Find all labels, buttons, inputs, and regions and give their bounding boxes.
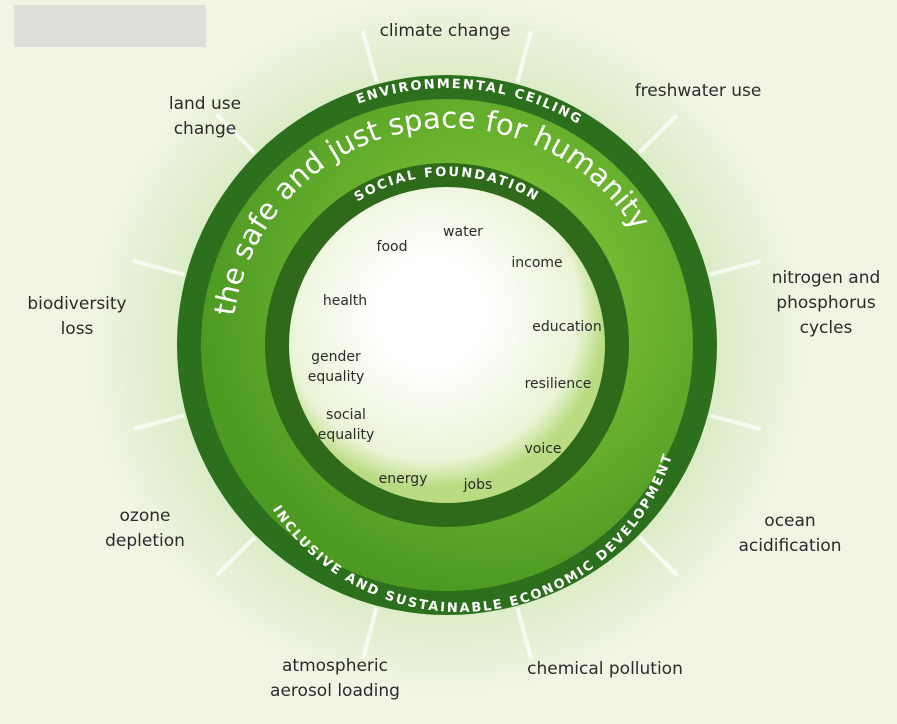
- boundary-label: chemical pollution: [527, 659, 683, 679]
- boundary-label-line: freshwater use: [635, 81, 762, 101]
- boundary-label-line: atmospheric: [282, 656, 388, 676]
- boundary-label: climate change: [380, 21, 511, 41]
- boundary-label-line: chemical pollution: [527, 659, 683, 679]
- foundation-item: education: [532, 319, 601, 335]
- placeholder-box: [14, 5, 206, 47]
- boundary-label-line: land use: [169, 94, 241, 114]
- foundation-item-line: water: [443, 224, 483, 240]
- foundation-item-line: health: [323, 293, 367, 309]
- boundary-label-line: climate change: [380, 21, 511, 41]
- foundation-item-line: equality: [308, 369, 365, 385]
- foundation-item-line: resilience: [525, 376, 592, 392]
- boundary-label-line: phosphorus: [776, 293, 876, 313]
- foundation-item-line: gender: [311, 349, 361, 365]
- foundation-item: income: [511, 255, 562, 271]
- boundary-label-line: ocean: [764, 511, 815, 531]
- foundation-item-line: equality: [318, 427, 375, 443]
- doughnut-diagram: ENVIRONMENTAL CEILING the safe and just …: [0, 0, 897, 724]
- boundary-label-line: biodiversity: [27, 294, 126, 314]
- foundation-item-line: education: [532, 319, 601, 335]
- boundary-label-line: depletion: [105, 531, 185, 551]
- foundation-item: food: [377, 239, 408, 255]
- foundation-item-line: jobs: [463, 477, 493, 493]
- boundary-label: freshwater use: [635, 81, 762, 101]
- boundary-label-line: cycles: [800, 318, 853, 338]
- boundary-label-line: aerosol loading: [270, 681, 400, 701]
- boundary-label-line: ozone: [120, 506, 171, 526]
- boundary-label-line: change: [174, 119, 237, 139]
- foundation-item-line: food: [377, 239, 408, 255]
- foundation-item-line: social: [326, 407, 366, 423]
- foundation-item: water: [443, 224, 483, 240]
- boundary-label-line: acidification: [738, 536, 841, 556]
- page: ENVIRONMENTAL CEILING the safe and just …: [0, 0, 897, 724]
- foundation-item: jobs: [463, 477, 493, 493]
- boundary-label-line: nitrogen and: [772, 268, 881, 288]
- foundation-item: resilience: [525, 376, 592, 392]
- foundation-item: health: [323, 293, 367, 309]
- foundation-item: voice: [524, 441, 561, 457]
- foundation-item-line: energy: [379, 471, 428, 487]
- foundation-item: energy: [379, 471, 428, 487]
- boundary-label-line: loss: [61, 319, 94, 339]
- foundation-item-line: income: [511, 255, 562, 271]
- foundation-item-line: voice: [524, 441, 561, 457]
